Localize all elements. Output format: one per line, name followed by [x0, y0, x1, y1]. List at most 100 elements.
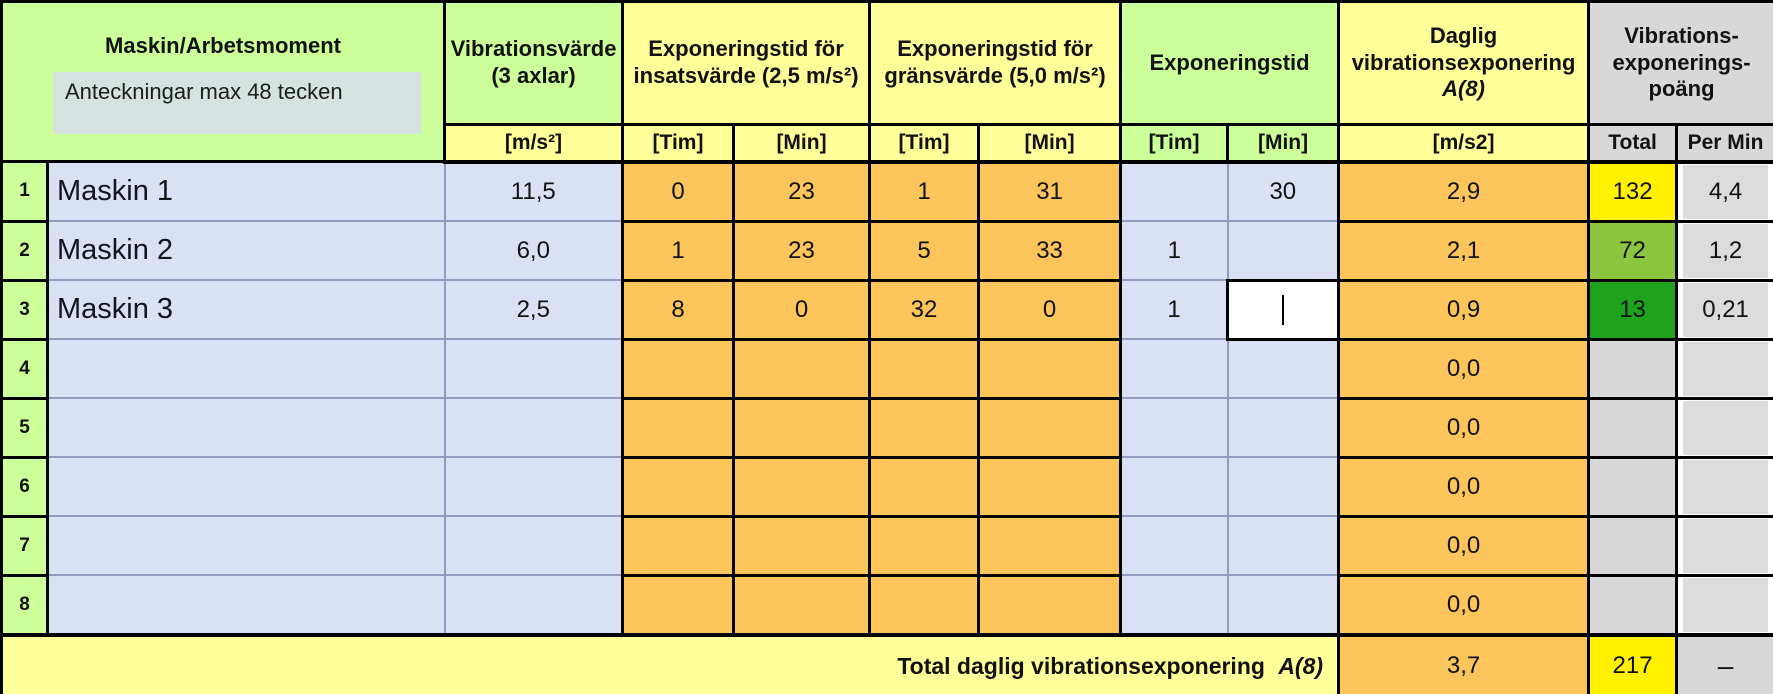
row-number: 3 [0, 278, 49, 341]
action-minutes-cell[interactable] [732, 396, 872, 459]
exposure-hours-cell[interactable] [1119, 397, 1229, 458]
action-minutes-cell[interactable] [732, 514, 872, 577]
permin-points-cell [1675, 514, 1773, 577]
limit-minutes-cell[interactable] [977, 396, 1123, 459]
total-points-cell [1587, 337, 1679, 400]
exposure-minutes-cell-editing[interactable] [1226, 278, 1341, 341]
exposure-hours-cell[interactable] [1119, 160, 1229, 222]
limit-minutes-cell[interactable] [977, 573, 1123, 636]
limit-hours-cell[interactable]: 32 [868, 278, 981, 341]
vibration-value-cell[interactable]: 11,5 [443, 160, 624, 222]
limit-minutes-cell[interactable] [977, 455, 1123, 518]
daily-a8-cell: 0,0 [1337, 455, 1591, 518]
limit-hours-cell[interactable] [868, 514, 981, 577]
exposure-minutes-cell[interactable] [1226, 397, 1340, 458]
action-hours-cell[interactable]: 1 [621, 219, 736, 282]
action-hours-cell[interactable] [621, 455, 736, 518]
action-hours-cell[interactable]: 8 [621, 278, 736, 341]
daily-a8-cell: 0,0 [1337, 396, 1591, 459]
daily-a8-cell: 0,0 [1337, 573, 1591, 636]
limit-hours-cell[interactable]: 5 [868, 219, 981, 282]
exposure-hours-cell[interactable]: 1 [1119, 279, 1229, 340]
limit-value-time-header: Exponeringstid för gränsvärde (5,0 m/s²) [868, 0, 1123, 126]
footer-permin-cell: – [1675, 632, 1773, 694]
vibration-value-cell[interactable] [443, 515, 624, 576]
vibration-value-cell[interactable] [443, 456, 624, 517]
limit-minutes-cell[interactable]: 0 [977, 278, 1123, 341]
limit-minutes-subheader: [Min] [977, 123, 1123, 164]
action-hours-cell[interactable] [621, 514, 736, 577]
total-points-cell: 13 [1587, 278, 1679, 341]
footer-total-label-text: Total daglig vibrationsexponering [897, 652, 1265, 679]
limit-minutes-cell[interactable] [977, 337, 1123, 400]
action-minutes-subheader: [Min] [732, 123, 872, 164]
limit-hours-cell[interactable]: 1 [868, 160, 981, 223]
total-subheader: Total [1587, 123, 1679, 164]
notes-input[interactable]: Anteckningar max 48 tecken [53, 71, 422, 134]
vibration-value-cell[interactable]: 2,5 [443, 279, 624, 340]
exposure-minutes-cell[interactable] [1226, 456, 1340, 517]
vibration-value-cell[interactable] [443, 574, 624, 636]
exposure-minutes-cell[interactable] [1226, 220, 1340, 281]
vibration-value-header: Vibrationsvärde (3 axlar) [443, 0, 625, 126]
limit-hours-cell[interactable] [868, 337, 981, 400]
machine-name-cell[interactable] [46, 515, 446, 576]
exposure-hours-cell[interactable]: 1 [1119, 220, 1229, 281]
exposure-minutes-subheader: [Min] [1226, 123, 1341, 164]
permin-points-value: 1,2 [1683, 224, 1769, 277]
vibration-value-cell[interactable]: 6,0 [443, 220, 624, 281]
action-hours-cell[interactable] [621, 573, 736, 636]
exposure-hours-cell[interactable] [1119, 574, 1229, 636]
limit-minutes-cell[interactable] [977, 514, 1123, 577]
exposure-hours-cell[interactable] [1119, 338, 1229, 399]
action-hours-cell[interactable]: 0 [621, 160, 736, 223]
exposure-hours-cell[interactable] [1119, 456, 1229, 517]
machine-name-cell[interactable] [46, 338, 446, 399]
machine-name-cell[interactable]: Maskin 3 [46, 279, 446, 340]
action-minutes-cell[interactable] [732, 455, 872, 518]
exposure-time-header: Exponeringstid [1119, 0, 1341, 126]
limit-hours-cell[interactable] [868, 455, 981, 518]
action-minutes-cell[interactable]: 23 [732, 219, 872, 282]
machine-name-cell[interactable] [46, 456, 446, 517]
machine-name-cell[interactable] [46, 397, 446, 458]
exposure-points-header: Vibrations-exponerings-poäng [1587, 0, 1773, 126]
action-hours-cell[interactable] [621, 337, 736, 400]
total-points-cell: 132 [1587, 160, 1679, 223]
machine-name-cell[interactable]: Maskin 2 [46, 220, 446, 281]
machine-column-title: Maskin/Arbetsmoment [105, 33, 341, 58]
limit-hours-cell[interactable] [868, 396, 981, 459]
row-number: 8 [0, 573, 49, 636]
exposure-minutes-cell[interactable] [1226, 574, 1340, 636]
action-minutes-cell[interactable]: 0 [732, 278, 872, 341]
exposure-minutes-cell[interactable] [1226, 515, 1340, 576]
row-number: 6 [0, 455, 49, 518]
exposure-hours-subheader: [Tim] [1119, 123, 1230, 164]
vibration-value-cell[interactable] [443, 397, 624, 458]
limit-hours-cell[interactable] [868, 573, 981, 636]
permin-points-value [1683, 401, 1769, 454]
daily-a8-cell: 0,0 [1337, 514, 1591, 577]
machine-name-cell[interactable]: Maskin 1 [46, 160, 446, 222]
action-value-time-header: Exponeringstid för insatsvärde (2,5 m/s²… [621, 0, 872, 126]
action-minutes-cell[interactable] [732, 337, 872, 400]
footer-a8-total-cell: 3,7 [1337, 632, 1591, 694]
row-number: 5 [0, 396, 49, 459]
exposure-minutes-cell[interactable] [1226, 338, 1340, 399]
action-hours-cell[interactable] [621, 396, 736, 459]
machine-name-cell[interactable] [46, 574, 446, 636]
vibration-value-cell[interactable] [443, 338, 624, 399]
permin-points-cell [1675, 573, 1773, 636]
footer-total-label: Total daglig vibrationsexponering A(8) [0, 632, 1341, 694]
action-minutes-cell[interactable] [732, 573, 872, 636]
exposure-hours-cell[interactable] [1119, 515, 1229, 576]
limit-minutes-cell[interactable]: 33 [977, 219, 1123, 282]
unit-ms2-subheader: [m/s²] [443, 123, 625, 164]
action-minutes-cell[interactable]: 23 [732, 160, 872, 223]
footer-a8-label: A(8) [1278, 652, 1324, 679]
limit-minutes-cell[interactable]: 31 [977, 160, 1123, 223]
exposure-minutes-cell[interactable]: 30 [1226, 160, 1340, 222]
text-caret [1282, 294, 1285, 325]
daily-exposure-header: Daglig vibrationsexponering A(8) [1337, 0, 1591, 126]
